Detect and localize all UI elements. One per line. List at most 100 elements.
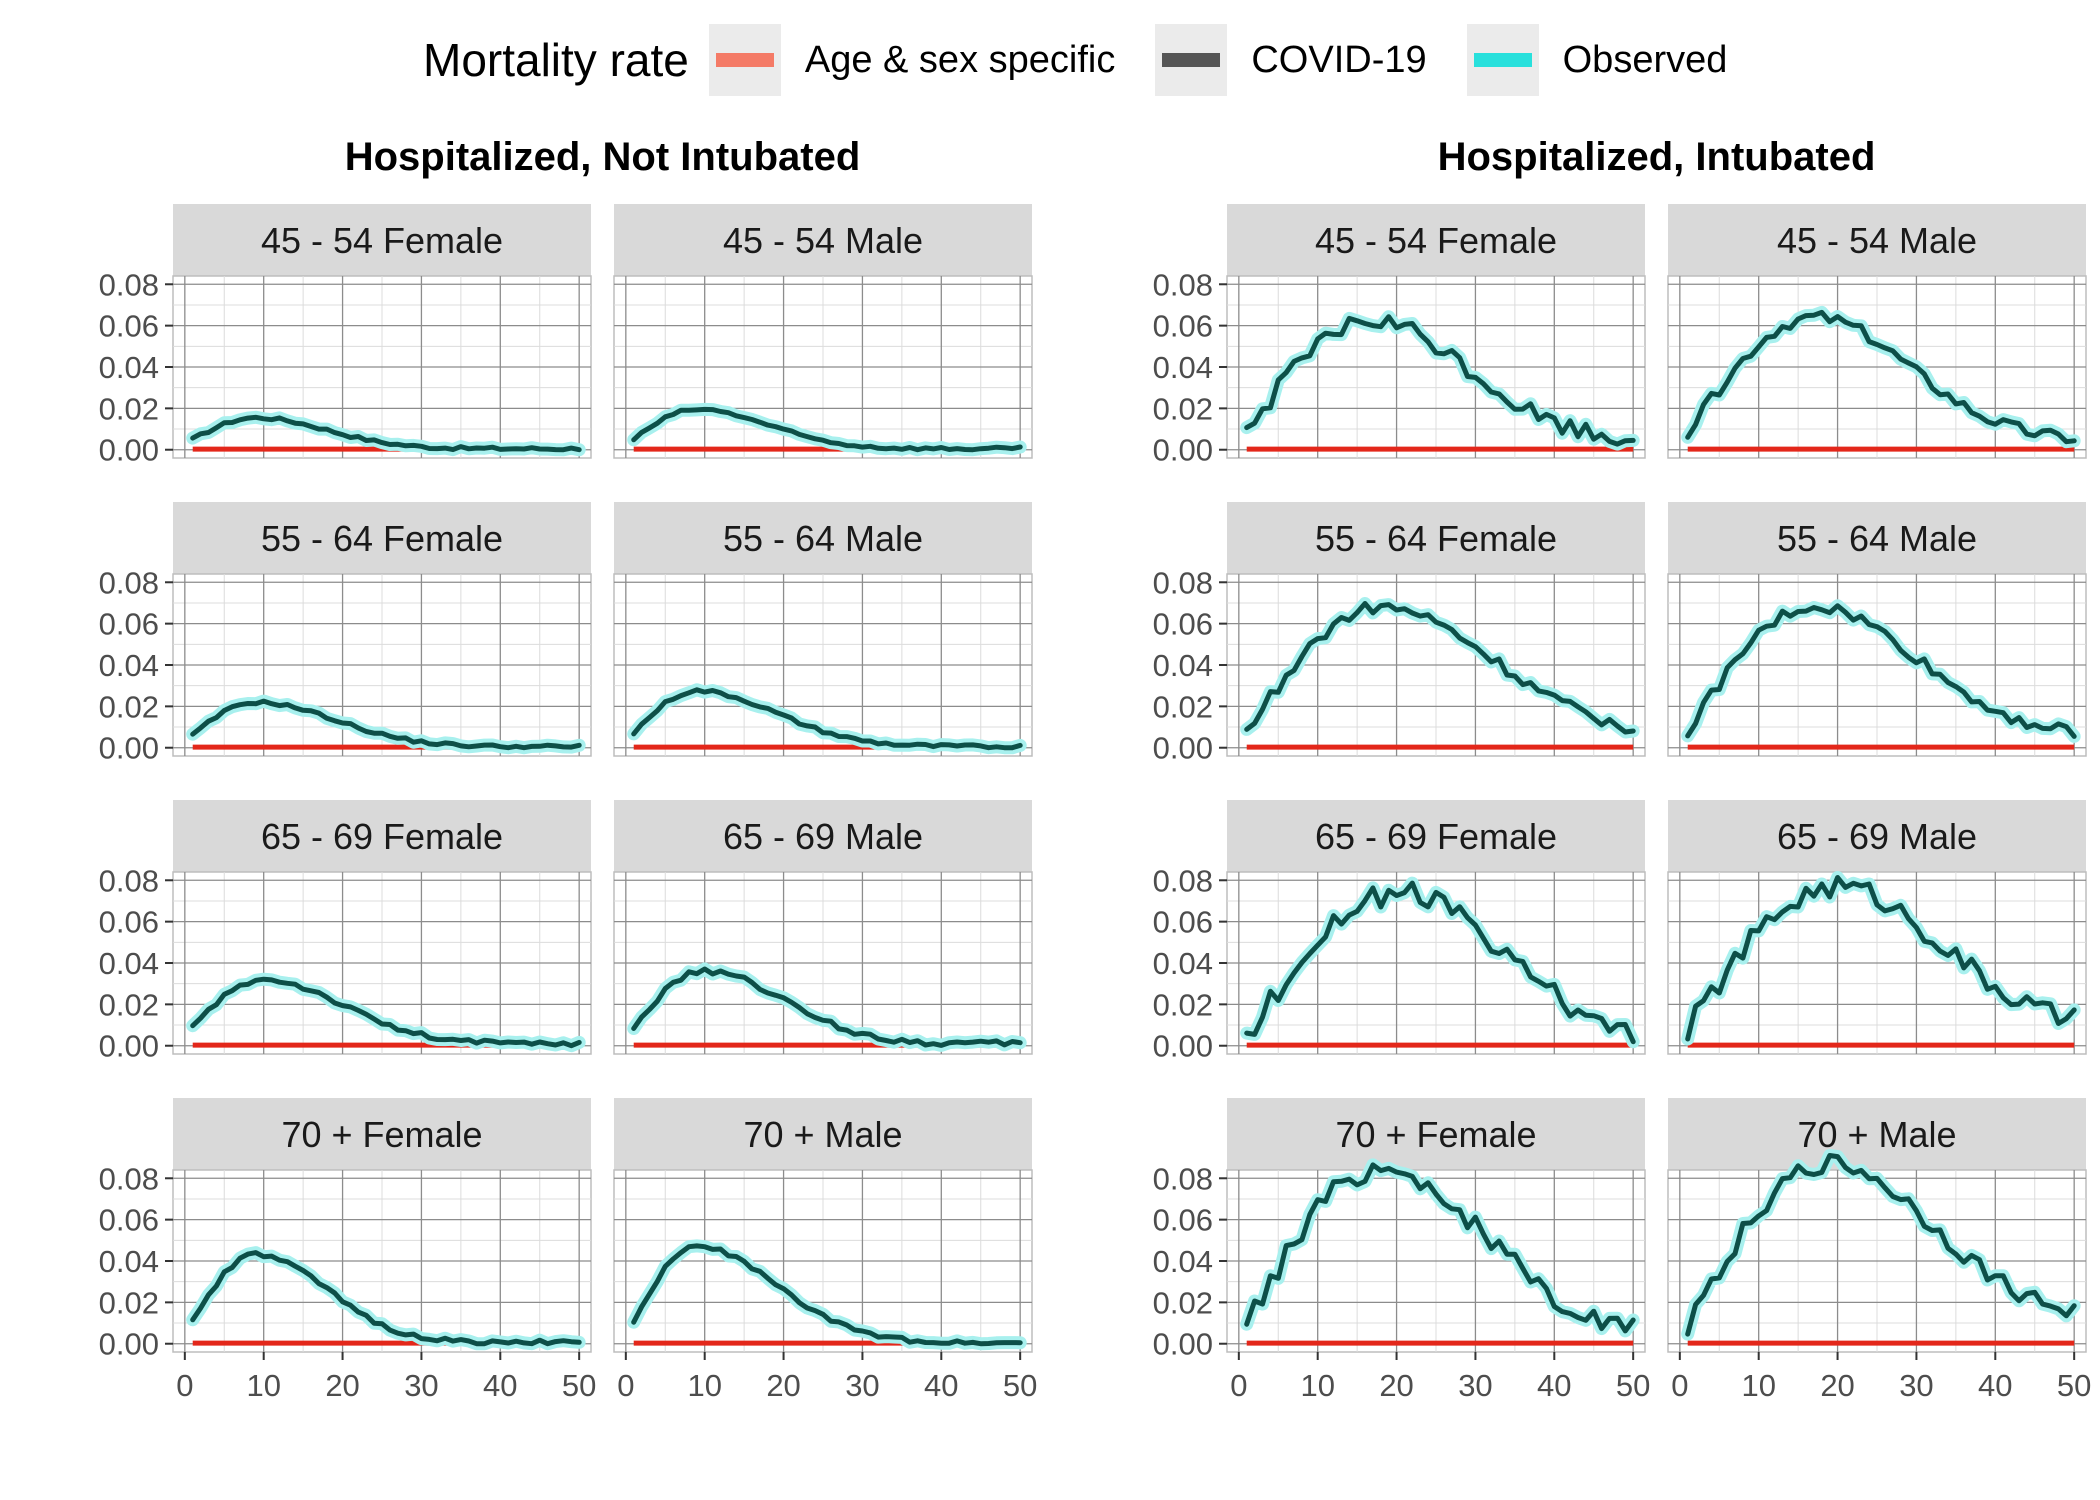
y-tick-label: 0.04 [1153,648,1213,683]
y-tick-label: 0.08 [1153,1161,1213,1196]
x-tick-label: 10 [1300,1368,1334,1403]
facet-strip [173,204,591,276]
y-tick-label: 0.04 [1153,350,1213,385]
facet-strip [1668,502,2086,574]
covid-series-line [190,1250,582,1347]
legend-label-age-sex: Age & sex specific [804,38,1116,81]
x-tick-label: 0 [176,1368,193,1403]
y-tick-label: 0.00 [99,1327,159,1362]
y-tick-label: 0.00 [1153,731,1213,766]
y-tick-label: 0.06 [99,607,159,642]
facet-strip-label: 55 - 64 Female [1315,518,1557,559]
x-tick-label: 30 [1458,1368,1492,1403]
facet-strip-label: 70 + Male [743,1114,902,1155]
legend-title: Mortality rate [423,34,689,86]
y-tick-label: 0.02 [1153,391,1213,426]
legend-key-covid [1155,24,1228,96]
facet-strip [614,800,1032,872]
facet-panel: 70 + Female 0.00 0.02 0.04 0.06 0.08 0 10 20 30 40… [1153,1098,1650,1403]
y-tick-label: 0.08 [99,863,159,898]
covid-series-line [190,414,582,453]
y-tick-label: 0.00 [99,1029,159,1064]
facet-panel: 55 - 64 Male [1667,502,2087,757]
facet-strip [1227,502,1645,574]
x-tick-label: 0 [1230,1368,1247,1403]
legend-label-covid: COVID-19 [1251,38,1427,81]
group-title: Hospitalized, Not Intubated [345,135,861,179]
x-tick-label: 20 [766,1368,800,1403]
y-tick-label: 0.04 [99,350,159,385]
x-tick-label: 20 [1820,1368,1854,1403]
facet-panel: 70 + Male 0 10 20 30 40 50 [1667,1098,2091,1403]
x-tick-label: 40 [483,1368,517,1403]
facet-panel: 70 + Male 0 10 20 30 40 50 [613,1098,1037,1403]
facet-panel: 45 - 54 Female 0.00 0.02 0.04 0.06 0.08 [99,204,592,468]
facet-strip [614,502,1032,574]
facet-strip [173,1098,591,1170]
y-tick-label: 0.08 [99,1161,159,1196]
covid-series-line [1685,603,2077,739]
x-tick-label: 10 [687,1368,721,1403]
facet-panel: 55 - 64 Female 0.00 0.02 0.04 0.06 0.08 [1153,502,1646,766]
covid-series-line [1244,601,1636,735]
y-tick-label: 0.04 [1153,946,1213,981]
y-tick-label: 0.00 [99,731,159,766]
y-tick-label: 0.02 [1153,689,1213,724]
x-tick-label: 10 [246,1368,280,1403]
y-tick-label: 0.04 [99,1244,159,1279]
covid-series-line [190,698,582,751]
y-tick-label: 0.02 [99,391,159,426]
facet-panel: 65 - 69 Female 0.00 0.02 0.04 0.06 0.08 [99,800,592,1064]
covid-series-line [1685,875,2077,1042]
covid-series-line [1244,314,1636,447]
y-tick-label: 0.08 [99,267,159,302]
covid-series-line [631,1243,1023,1347]
y-tick-label: 0.08 [1153,863,1213,898]
x-tick-label: 0 [1671,1368,1688,1403]
x-tick-label: 0 [617,1368,634,1403]
legend-label-observed: Observed [1562,38,1728,81]
facet-strip-label: 55 - 64 Male [723,518,923,559]
facet-panel: 45 - 54 Female 0.00 0.02 0.04 0.06 0.08 [1153,204,1646,468]
facet-strip-label: 65 - 69 Male [1777,816,1977,857]
covid-series-line [631,966,1023,1048]
covid-series-line [1685,309,2077,445]
facet-strip [1668,800,2086,872]
y-tick-label: 0.06 [1153,1203,1213,1238]
facet-panel: 65 - 69 Male [1667,800,2087,1055]
facet-strip-label: 70 + Male [1797,1114,1956,1155]
facet-panel: 70 + Female 0.00 0.02 0.04 0.06 0.08 0 10 20 30 40… [99,1098,596,1403]
x-tick-label: 30 [1899,1368,1933,1403]
y-tick-label: 0.06 [1153,309,1213,344]
covid-series-line [1244,1162,1636,1334]
facet-strip-label: 45 - 54 Male [723,220,923,261]
facet-strip-label: 65 - 69 Male [723,816,923,857]
legend-swatch-age-sex [715,53,774,67]
covid-series-line [1685,1153,2077,1337]
facet-strip-label: 45 - 54 Male [1777,220,1977,261]
facet-strip [614,204,1032,276]
y-tick-label: 0.00 [99,433,159,468]
x-tick-label: 10 [1741,1368,1775,1403]
facet-strip [614,1098,1032,1170]
y-tick-label: 0.06 [99,309,159,344]
y-tick-label: 0.08 [1153,565,1213,600]
facet-strip [1227,204,1645,276]
facet-panel: 65 - 69 Female 0.00 0.02 0.04 0.06 0.08 [1153,800,1646,1064]
y-tick-label: 0.00 [1153,433,1213,468]
facet-strip-label: 65 - 69 Female [261,816,503,857]
y-tick-label: 0.08 [1153,267,1213,302]
x-tick-label: 30 [845,1368,879,1403]
legend-key-observed [1466,24,1539,96]
facet-strip-label: 55 - 64 Female [261,518,503,559]
facet-strip-label: 70 + Female [281,1114,482,1155]
covid-series-line [190,976,582,1049]
facet-strip [1227,800,1645,872]
covid-series-line [631,406,1023,453]
facet-panel: 45 - 54 Male [1667,204,2087,459]
x-tick-label: 30 [404,1368,438,1403]
facet-strip-label: 45 - 54 Female [1315,220,1557,261]
y-tick-label: 0.04 [1153,1244,1213,1279]
legend-swatch-observed [1473,53,1532,67]
